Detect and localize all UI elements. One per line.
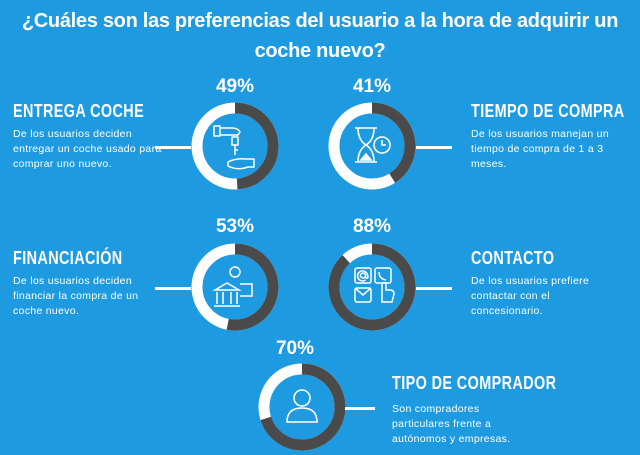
ring-tiempo-compra (328, 102, 416, 190)
hand-key-icon (213, 125, 255, 170)
ring-value-arc (328, 102, 416, 190)
heading-contacto: CONTACTO (471, 248, 555, 268)
ring-value-arc (258, 363, 346, 451)
connector-line (155, 146, 191, 149)
connector-line (155, 287, 191, 290)
desc-contacto: De los usuarios prefiere contactar con e… (471, 275, 590, 317)
ring-value-arc (191, 102, 279, 190)
ring-value-arc (328, 243, 416, 331)
ring-contacto (328, 243, 416, 331)
bank-money-icon (212, 266, 253, 307)
percent-contacto: 88% (352, 216, 392, 237)
ring-financiacion (191, 243, 279, 331)
percent-entrega-coche: 49% (215, 76, 255, 97)
ring-entrega-coche (191, 102, 279, 190)
ring-value-arc (191, 243, 279, 331)
heading-financiacion: FINANCIACIÓN (13, 248, 123, 268)
desc-financiacion: De los usuarios deciden financiar la com… (13, 275, 139, 317)
desc-entrega-coche: De los usuarios deciden entregar un coch… (13, 128, 162, 170)
percent-tipo-comprador: 70% (275, 338, 315, 359)
contact-methods-icon (354, 267, 395, 303)
connector-line (345, 407, 375, 410)
desc-tiempo-compra: De los usuarios manejan un tiempo de com… (471, 128, 609, 170)
user-icon (286, 389, 318, 423)
desc-tipo-comprador: Son compradores particulares frente a au… (392, 403, 511, 445)
ring-tipo-comprador (258, 363, 346, 451)
heading-entrega-coche: ENTREGA COCHE (13, 101, 145, 121)
page-title: ¿Cuáles son las preferencias del usuario… (21, 10, 619, 62)
connector-line (416, 287, 452, 290)
hourglass-clock-icon (355, 127, 391, 163)
percent-tiempo-compra: 41% (352, 76, 392, 97)
connector-line (416, 146, 452, 149)
heading-tipo-comprador: TIPO DE COMPRADOR (392, 373, 557, 393)
heading-tiempo-compra: TIEMPO DE COMPRA (471, 101, 625, 121)
percent-financiacion: 53% (215, 216, 255, 237)
